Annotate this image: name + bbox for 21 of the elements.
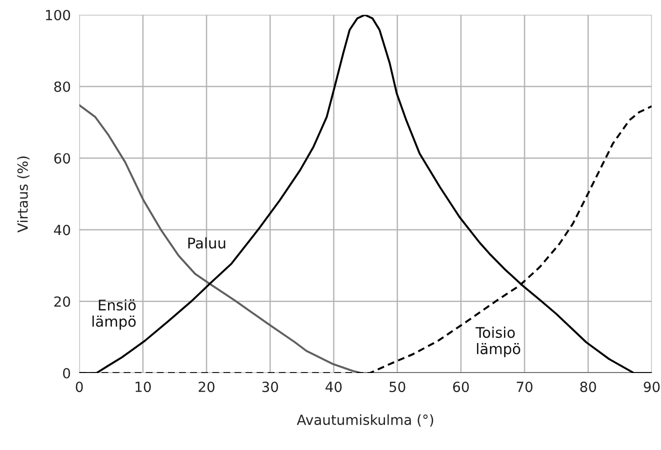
x-tick-label: 30 <box>262 382 278 392</box>
y-axis-title: Virtaus (%) <box>17 156 30 232</box>
y-tick-label: 100 <box>46 10 70 20</box>
x-tick-label: 70 <box>516 382 532 392</box>
x-tick-label: 0 <box>76 382 83 392</box>
x-tick-label: 50 <box>390 382 406 392</box>
x-tick-label: 20 <box>198 382 214 392</box>
x-tick-label: 60 <box>453 382 469 392</box>
y-tick-label: 80 <box>54 81 70 92</box>
x-tick-label: 80 <box>580 382 596 392</box>
x-tick-label: 40 <box>326 382 342 392</box>
x-tick-label: 10 <box>136 382 151 392</box>
series-label: Ensiö lämpö <box>92 299 136 330</box>
x-tick-label: 90 <box>644 382 660 392</box>
y-tick-label: 60 <box>54 153 70 164</box>
y-tick-label: 40 <box>54 224 70 236</box>
y-tick-label: 0 <box>63 368 70 379</box>
y-tick-label: 20 <box>54 296 70 307</box>
series-label: Paluu <box>188 237 226 249</box>
series-label: Toisio lämpö <box>476 326 520 358</box>
x-axis-title: Avautumiskulma (°) <box>296 414 434 427</box>
